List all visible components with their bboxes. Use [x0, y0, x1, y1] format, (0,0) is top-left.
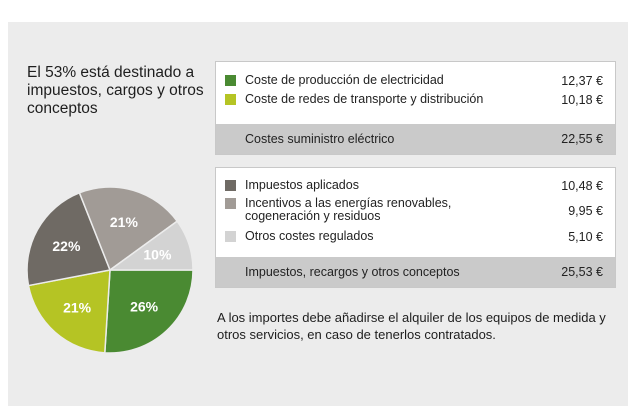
- table-row: Impuestos aplicados 10,48 €: [225, 179, 603, 193]
- row-label: Incentivos a las energías renovables, co…: [245, 196, 452, 223]
- legend-swatch-incentivos: [225, 198, 236, 209]
- table-row: Coste de redes de transporte y distribuc…: [225, 93, 603, 107]
- row-value: 10,48 €: [561, 179, 603, 193]
- row-label: Coste de redes de transporte y distribuc…: [245, 92, 484, 106]
- supply-cost-table: Coste de producción de electricidad 12,3…: [215, 61, 616, 155]
- pie-slice-redes: [27, 269, 111, 354]
- total-row: Impuestos, recargos y otros conceptos 25…: [216, 257, 615, 287]
- row-label: Otros costes regulados: [245, 229, 374, 243]
- pie-label-impuestos: 22%: [52, 238, 81, 254]
- table-row: Otros costes regulados 5,10 €: [225, 230, 603, 244]
- row-value: 9,95 €: [568, 204, 603, 218]
- row-label: Coste de producción de electricidad: [245, 73, 444, 87]
- pie-chart: 26% 21% 22% 21% 10%: [26, 186, 194, 354]
- total-value: 22,55 €: [561, 132, 603, 146]
- footnote: A los importes debe añadirse el alquiler…: [217, 310, 606, 342]
- legend-swatch-redes: [225, 94, 236, 105]
- pie-slice-produccion: [103, 269, 194, 354]
- pie-label-produccion: 26%: [130, 298, 159, 314]
- legend-swatch-otros: [225, 231, 236, 242]
- row-value: 10,18 €: [561, 93, 603, 107]
- legend-swatch-impuestos: [225, 180, 236, 191]
- pie-slice-incentivos: [78, 186, 179, 272]
- total-label: Impuestos, recargos y otros conceptos: [245, 265, 460, 279]
- pie-label-otros: 10%: [143, 247, 172, 263]
- total-row: Costes suministro eléctrico 22,55 €: [216, 124, 615, 154]
- pie-label-incentivos: 21%: [110, 214, 139, 230]
- total-value: 25,53 €: [561, 265, 603, 279]
- pie-slice-otros: [107, 220, 194, 271]
- legend-swatch-produccion: [225, 75, 236, 86]
- row-label: Impuestos aplicados: [245, 178, 359, 192]
- taxes-table: Impuestos aplicados 10,48 € Incentivos a…: [215, 167, 616, 288]
- row-value: 12,37 €: [561, 74, 603, 88]
- pie-label-redes: 21%: [63, 299, 92, 315]
- chart-heading: El 53% está destinado a impuestos, cargo…: [27, 64, 204, 117]
- table-row: Incentivos a las energías renovables, co…: [225, 197, 603, 225]
- row-value: 5,10 €: [568, 230, 603, 244]
- pie-slice-impuestos: [26, 191, 112, 287]
- total-label: Costes suministro eléctrico: [245, 132, 395, 146]
- table-row: Coste de producción de electricidad 12,3…: [225, 74, 603, 88]
